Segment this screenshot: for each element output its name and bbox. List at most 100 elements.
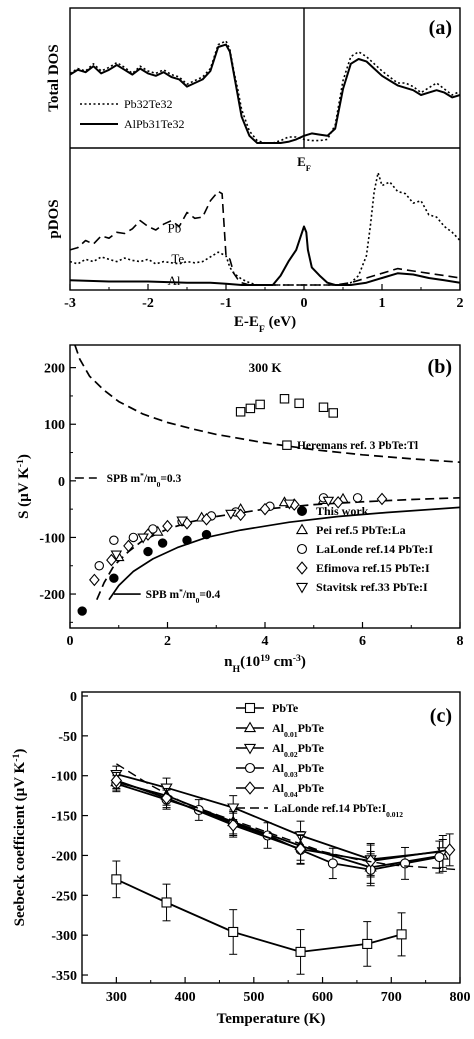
spb-03-label-part: * [140,471,144,480]
panel-b-x-axis-label-part: cm [270,654,293,670]
legend-label-heremans: Heremans ref. 3 PbTe:Tl [297,440,418,452]
total-dos-series-2 [69,43,461,144]
panel-c-y-axis-label: Seebeck coefficient (µV K-1) [11,749,29,927]
panel-c-legend-label-2-part: PbTe [298,721,325,735]
panel-c-y-tick-label: 0 [70,690,77,705]
panel-b-point-4 [376,492,388,506]
panel-c-y-tick-label: -250 [51,889,77,904]
panel-b-point-5 [110,550,123,561]
panel-c-legend-label-6-part: LaLonde ref.14 PbTe:I [274,803,387,815]
panel-c-plot-area [110,763,460,975]
panel-c-legend-label-3: Al0.02PbTe [272,741,325,759]
panel-b-y-axis-label-part: ) [16,454,32,459]
panel-c-x-tick-label: 700 [381,990,402,1005]
panel-c-y-tick-label: -150 [51,810,77,825]
panel-c-legend-label-3-part: 0.02 [284,750,298,759]
spb-03-label: SPB m*/m0=0.3 [107,471,182,489]
panel-c-point-4 [327,858,338,869]
spb-04-label: SPB m*/m0=0.4 [146,587,221,605]
panel-c-y-axis-label-part: Seebeck coefficient (µV K [12,761,28,926]
panel-c-legend-label-5-part: PbTe [298,781,325,795]
panel-c-line-6 [116,763,460,871]
panel-b-point-4 [106,553,117,567]
panel-b-point-3 [148,524,158,534]
legend-label-2: Pei ref.5 PbTe:La [316,523,406,537]
panel-c-line-3 [116,773,443,861]
panel-b-point-1 [143,546,153,557]
panel-b-x-tick-label: 8 [457,634,464,649]
panel-c-legend-label-4-part: 0.03 [284,770,298,779]
panel-c-point-5 [294,842,307,856]
panel-c-legend-label-1-part: PbTe [272,701,299,715]
panel-a-frame [69,7,461,291]
panel-b-y-tick-label: 200 [44,362,65,377]
legend-label-5: Stavitsk ref.33 PbTe:I [316,580,428,594]
panel-b-x-tick-label: 4 [262,634,269,649]
panel-c-x-tick-label: 400 [175,990,196,1005]
panel-c-legend-label-5: Al0.04PbTe [272,781,325,799]
panel-c-point-5 [444,843,456,857]
panel-b-point-1 [109,573,119,583]
panel-b-point-1 [157,538,168,548]
panel-b-point-5 [176,516,188,527]
panel-c-y-tick-label: -200 [51,849,77,864]
legend-label-2: AlPb31Te32 [124,117,185,131]
spb-04-label-part: SPB m [146,589,180,601]
panel-a-x-tick-label: -3 [64,296,76,311]
panel-a-bottom-y-label: pDOS [46,199,62,238]
panel-a-x-axis-label: E-EF (eV) [234,314,296,335]
panel-c-legend-marker-1 [244,702,256,714]
spb-04-label-part: =0.4 [199,589,220,601]
panel-c-legend-label-2: Al0.01PbTe [272,721,325,739]
panel-c-legend-marker-2 [243,721,257,733]
panel-b-y-axis-label-part: S (µV K [16,467,32,519]
panel-b-point-6 [318,402,329,413]
panel-c-chart: 300 400 500 600 700 800 0 -50 -100 -150 -200 -250 -3… [11,690,471,1027]
panel-c-y-tick-label: -50 [58,730,77,745]
panel-b-point-4 [259,502,271,516]
panel-a-x-tick-label: 1 [379,296,386,311]
fermi-label-part: F [306,163,311,173]
panel-b-y-axis-label-part: -1 [15,459,26,467]
pdos-series-2 [69,171,461,286]
panel-b-point-6 [328,408,338,418]
panel-b-point-3 [352,493,363,503]
pdos-label-al: Al [168,273,181,288]
panel-b-point-6 [294,398,304,409]
legend-marker-3 [296,543,308,555]
panel-b-point-4 [162,519,173,533]
fermi-label: EF [297,154,311,173]
panel-a-x-tick-label: -1 [220,296,232,311]
panel-c-point-1 [228,926,239,938]
spb-03-label-part: SPB m [107,473,141,485]
panel-c-point-5 [110,773,123,788]
panel-b-x-tick-label: 6 [359,634,366,649]
panel-b-x-axis-label-part: ) [301,654,306,670]
panel-b-point-5 [322,496,335,507]
panel-c-point-3 [227,803,240,815]
panel-b-y-tick-label: -200 [39,588,65,603]
legend-marker-2 [295,523,309,535]
panel-c-line-1 [116,878,402,953]
legend-marker-1 [297,506,307,516]
panel-b-point-1 [77,606,87,616]
panel-c-legend-label-6-part: 0.012 [386,810,403,819]
panel-b-x-axis-label-part: -3 [293,653,301,664]
panel-b-curve-1 [96,496,460,601]
panel-c-legend-label-3-part: Al [272,741,285,755]
panel-b-y-tick-label: 100 [44,418,65,433]
spb-04-label-part: * [179,587,183,596]
panel-b-point-4 [235,508,246,522]
panel-b-point-1 [182,535,192,545]
panel-b-x-axis-label-part: n [224,654,233,670]
panel-b-x-tick-label: 2 [164,634,171,649]
panel-a-x-tick-label: 2 [457,296,464,311]
panel-c-frame [81,691,461,984]
panel-a-chart: -3 -2 -1 0 1 2E-EF (eV)Total DOSpDOS(a)EFPb32… [46,7,464,335]
panel-c-legend-marker-5 [244,781,256,795]
panel-c-legend-label-2-part: Al [272,721,285,735]
panel-c-legend-label-4-part: PbTe [298,761,325,775]
panel-b-annotation: 300 K [249,360,283,375]
pdos-series-3 [69,225,461,286]
panel-c-point-1 [161,897,172,908]
